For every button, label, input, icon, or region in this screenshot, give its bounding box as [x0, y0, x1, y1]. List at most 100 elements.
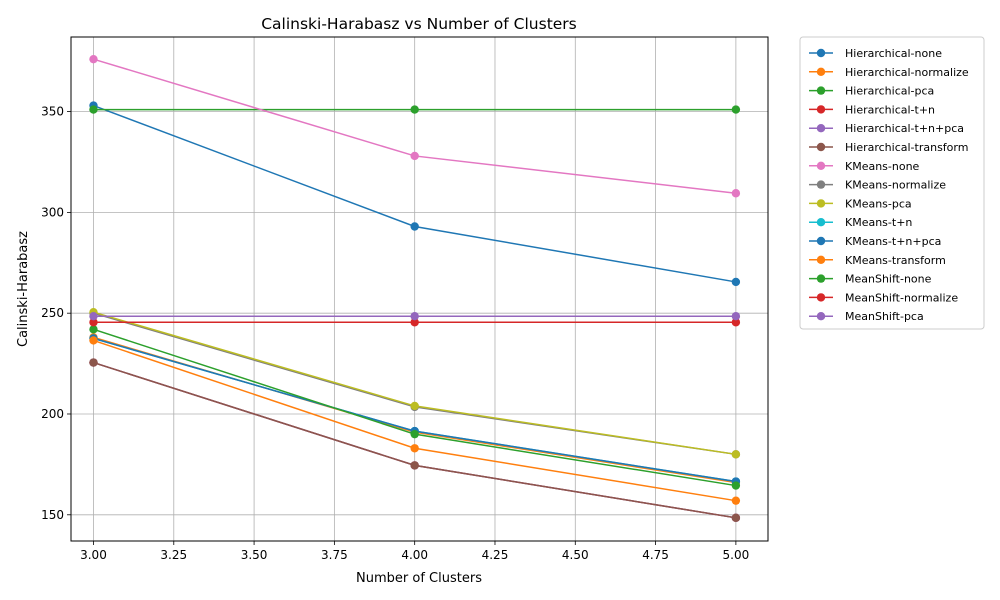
legend-label: MeanShift-pca: [845, 310, 924, 323]
legend-item: KMeans-t+n: [809, 216, 912, 229]
legend-box: [799, 36, 985, 330]
legend-item: Hierarchical-none: [809, 47, 942, 60]
x-tick-label: 3.50: [241, 548, 268, 562]
legend-item: KMeans-t+n+pca: [809, 235, 941, 248]
legend-label: Hierarchical-t+n+pca: [845, 122, 964, 135]
data-point: [410, 312, 419, 321]
legend-item: MeanShift-normalize: [809, 291, 958, 304]
series-hierarchical-pca: [89, 105, 741, 114]
legend-label: Hierarchical-pca: [845, 85, 934, 98]
data-point: [89, 318, 98, 327]
grid: [71, 37, 768, 541]
y-tick-label: 350: [41, 105, 64, 119]
data-point: [731, 450, 741, 459]
data-point: [89, 325, 98, 334]
series-meanshift-none: [89, 325, 741, 490]
legend-marker: [816, 236, 826, 246]
legend-marker: [816, 199, 826, 208]
data-point: [731, 312, 741, 321]
y-tick-label: 150: [41, 508, 64, 522]
y-axis: 150 200 250 300 350: [41, 105, 71, 522]
legend-label: MeanShift-none: [845, 273, 932, 286]
x-tick-label: 5.00: [723, 548, 750, 562]
x-axis: 3.00 3.25 3.50 3.75 4.00 4.25 4.50 4.75 5.00: [80, 541, 749, 562]
legend-label: KMeans-normalize: [845, 179, 946, 192]
series-meanshift-pca: [89, 312, 741, 321]
legend-marker: [816, 124, 826, 133]
x-tick-label: 4.50: [562, 548, 589, 562]
legend-item: KMeans-none: [809, 160, 920, 173]
data-point: [731, 189, 741, 198]
legend-marker: [816, 180, 826, 189]
data-point: [410, 461, 419, 470]
legend-marker: [816, 86, 826, 95]
y-tick-label: 200: [41, 407, 64, 421]
data-point: [731, 481, 741, 490]
series-kmeans-none: [89, 54, 741, 198]
data-point: [89, 54, 98, 64]
x-axis-label: Number of Clusters: [356, 571, 482, 586]
legend-item: Hierarchical-t+n+pca: [809, 122, 964, 135]
legend-label: Hierarchical-none: [845, 47, 942, 60]
legend-marker: [816, 293, 826, 302]
data-point: [89, 358, 98, 367]
x-tick-label: 4.00: [401, 548, 428, 562]
legend-item: KMeans-transform: [809, 254, 946, 267]
legend-label: KMeans-none: [845, 160, 920, 173]
legend-marker: [816, 105, 826, 114]
legend-item: Hierarchical-t+n: [809, 103, 935, 116]
legend-marker: [816, 312, 826, 321]
x-tick-label: 3.25: [160, 548, 187, 562]
data-point: [89, 105, 98, 114]
data-point: [410, 401, 419, 411]
data-point: [410, 444, 419, 453]
legend-marker: [816, 142, 826, 152]
legend-marker: [816, 274, 826, 283]
data-point: [731, 318, 741, 327]
legend-label: KMeans-t+n: [845, 216, 912, 229]
legend-item: MeanShift-pca: [809, 310, 924, 323]
legend-item: Hierarchical-normalize: [809, 66, 969, 79]
legend-item: Hierarchical-transform: [809, 141, 968, 154]
x-tick-label: 3.75: [321, 548, 348, 562]
legend-label: Hierarchical-transform: [845, 141, 968, 154]
legend-label: Hierarchical-t+n: [845, 103, 935, 116]
legend-item: KMeans-normalize: [809, 179, 946, 192]
x-tick-label: 4.75: [642, 548, 669, 562]
data-point: [410, 318, 419, 327]
legend-label: Hierarchical-normalize: [845, 66, 969, 79]
data-point: [731, 277, 741, 287]
y-tick-label: 300: [41, 205, 64, 219]
legend: Hierarchical-none Hierarchical-normalize H…: [799, 36, 985, 330]
y-tick-label: 250: [41, 306, 64, 320]
chart-title: Calinski-Harabasz vs Number of Clusters: [261, 15, 577, 33]
data-point: [731, 105, 741, 114]
series-meanshift-normalize: [89, 318, 741, 327]
data-point: [731, 496, 741, 505]
data-point: [410, 429, 419, 439]
legend-label: KMeans-pca: [845, 197, 912, 210]
x-tick-label: 3.00: [80, 548, 107, 562]
legend-label: KMeans-transform: [845, 254, 946, 267]
data-point: [410, 105, 419, 114]
legend-marker: [816, 255, 826, 264]
legend-marker: [816, 161, 826, 170]
data-point: [410, 151, 419, 161]
y-axis-label: Calinski-Harabasz: [16, 231, 31, 347]
legend-label: MeanShift-normalize: [845, 291, 958, 304]
legend-item: Hierarchical-pca: [809, 85, 934, 98]
legend-item: MeanShift-none: [809, 273, 932, 286]
plot-frame: [70, 36, 769, 542]
legend-item: KMeans-pca: [809, 197, 912, 210]
data-point: [731, 513, 741, 523]
data-point: [89, 312, 98, 321]
series-layer: [89, 54, 741, 523]
legend-marker: [816, 218, 826, 227]
series-hierarchical-transform: [89, 358, 741, 523]
legend-marker: [816, 67, 826, 77]
data-point: [410, 222, 419, 231]
data-point: [89, 336, 98, 345]
legend-marker: [816, 48, 826, 58]
legend-label: KMeans-t+n+pca: [845, 235, 941, 248]
